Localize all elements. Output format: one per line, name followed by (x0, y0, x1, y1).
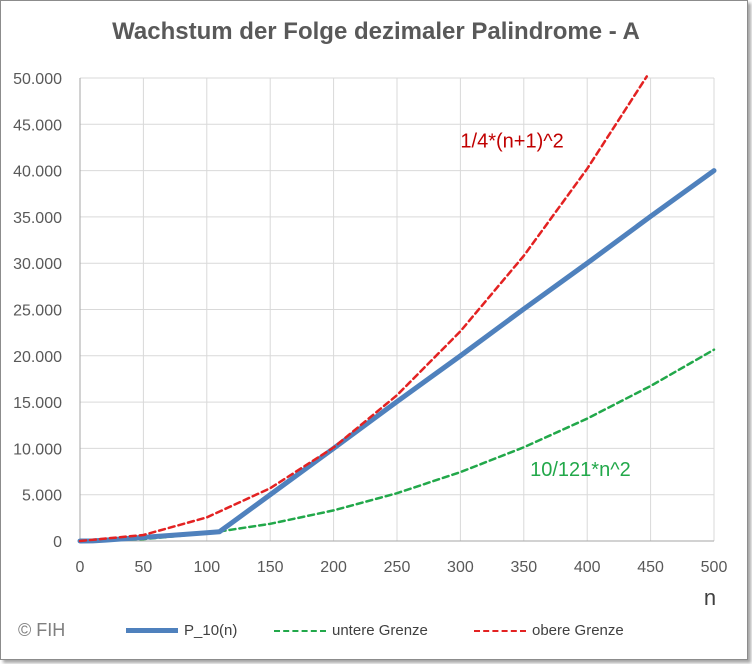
y-tick-label: 30.000 (13, 256, 62, 273)
y-tick-label: 15.000 (13, 395, 62, 412)
x-tick-label: 100 (193, 559, 220, 576)
y-tick-label: 50.000 (13, 71, 62, 88)
series-line-p-10-n- (77, 168, 717, 544)
x-tick-label: 350 (510, 559, 537, 576)
chart-title: Wachstum der Folge dezimaler Palindrome … (112, 18, 640, 45)
x-tick-label: 300 (447, 559, 474, 576)
x-tick-label: 450 (637, 559, 664, 576)
legend-label-upper-bound: obere Grenze (532, 622, 624, 639)
legend-item-p10: P_10(n) (126, 622, 237, 639)
annotation-label: 1/4*(n+1)^2 (460, 130, 563, 152)
series-lines (77, 75, 717, 544)
x-tick-label: 150 (257, 559, 284, 576)
y-tick-label: 35.000 (13, 210, 62, 227)
copyright-credit: © FIH (18, 620, 66, 640)
x-tick-label: 50 (135, 559, 153, 576)
annotation-label: 10/121*n^2 (530, 459, 631, 481)
y-tick-label: 0 (53, 534, 62, 551)
annotations: 1/4*(n+1)^2 10/121*n^2 (460, 130, 630, 481)
x-axis-label: n (704, 585, 716, 610)
x-tick-label: 200 (320, 559, 347, 576)
legend-label-p10: P_10(n) (184, 622, 238, 639)
series-line-obere-grenze (78, 75, 649, 543)
x-tick-label: 400 (574, 559, 601, 576)
x-tick-label: 500 (701, 559, 728, 576)
legend-swatch-upper-bound (474, 629, 526, 632)
y-tick-label: 25.000 (13, 303, 62, 320)
legend-item-upper-bound: obere Grenze (474, 622, 624, 639)
axes (79, 78, 714, 542)
legend-swatch-p10 (126, 628, 178, 633)
y-tick-label: 45.000 (13, 117, 62, 134)
legend-swatch-lower-bound (274, 629, 326, 632)
y-tick-label: 5.000 (22, 488, 62, 505)
y-tick-label: 40.000 (13, 164, 62, 181)
y-tick-label: 20.000 (13, 349, 62, 366)
x-tick-label: 0 (76, 559, 85, 576)
x-tick-label: 250 (384, 559, 411, 576)
tick-labels: 0 50 100 150 200 250 300 350 400 450 500 0 5.000 10.0… (13, 71, 727, 576)
legend-item-lower-bound: untere Grenze (274, 622, 428, 639)
legend-label-lower-bound: untere Grenze (332, 622, 428, 639)
y-tick-label: 10.000 (13, 441, 62, 458)
